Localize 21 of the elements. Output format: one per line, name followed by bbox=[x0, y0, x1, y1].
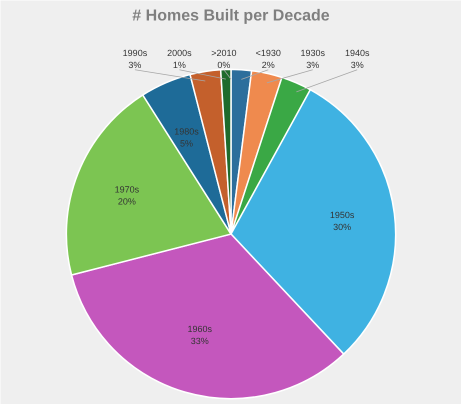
slice-label: 1990s bbox=[122, 48, 148, 58]
slice-label: 2000s bbox=[167, 48, 192, 58]
slice-label: 1980s bbox=[174, 126, 200, 136]
data-label: 30% bbox=[333, 222, 352, 232]
slice-label: 1960s bbox=[188, 324, 213, 334]
slice-label: <1930 bbox=[256, 48, 281, 58]
data-label: 1% bbox=[172, 60, 186, 70]
data-label: 3% bbox=[306, 60, 320, 70]
slice-label: 1940s bbox=[344, 48, 370, 58]
text: 0% bbox=[217, 60, 230, 70]
data-label: 5% bbox=[180, 138, 194, 148]
data-label: 2% bbox=[262, 60, 275, 70]
chart-title: # Homes Built per Decade bbox=[132, 8, 330, 24]
slice-label: 1970s bbox=[114, 184, 140, 194]
data-label: 3% bbox=[350, 60, 364, 70]
data-label: 33% bbox=[190, 336, 209, 346]
category-label: >2010 bbox=[211, 48, 236, 58]
slice-label: 1930s bbox=[300, 48, 326, 58]
data-label: 3% bbox=[128, 60, 142, 70]
slice-label: 1950s bbox=[330, 210, 355, 220]
data-label: 20% bbox=[118, 196, 136, 206]
